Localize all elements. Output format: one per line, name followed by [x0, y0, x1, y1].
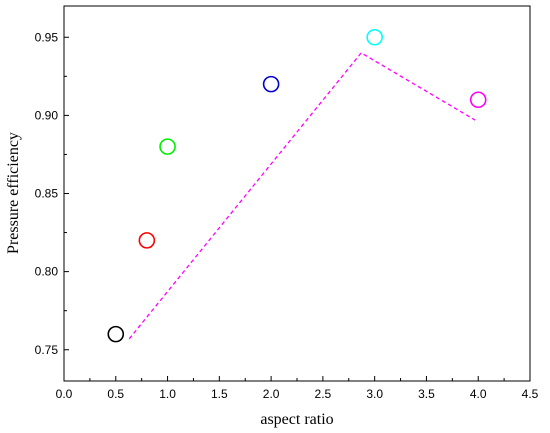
data-point: [262, 75, 280, 93]
y-tick-label: 0.90: [35, 108, 59, 122]
series-layer: [107, 28, 487, 343]
x-tick-label: 1.5: [211, 387, 228, 401]
plot-frame: [63, 5, 531, 382]
y-tick-label: 0.95: [35, 30, 59, 44]
data-point: [159, 138, 176, 155]
data-point: [138, 232, 156, 249]
y-axis-ticks: 0.75 0.80 0.85 0.90 0.95: [35, 30, 69, 357]
data-point: [469, 91, 487, 109]
data-point: [366, 28, 383, 46]
x-tick-label: 3.5: [418, 387, 435, 401]
x-tick-label: 4.5: [522, 387, 539, 401]
x-tick-label: 2.0: [263, 387, 280, 401]
y-tick-label: 0.75: [35, 343, 59, 357]
x-tick-label: 0.0: [56, 387, 73, 401]
x-tick-label: 4.0: [470, 387, 487, 401]
data-point: [107, 325, 125, 343]
x-tick-label: 0.5: [107, 387, 124, 401]
x-tick-label: 2.5: [315, 387, 332, 401]
x-tick-label: 1.0: [159, 387, 176, 401]
trend-dashed-line: [128, 52, 476, 340]
y-axis-title: Pressure efficiency: [5, 132, 22, 254]
x-axis-ticks: 0.0 0.5 1.0 1.5 2.0 2.5 3.0 3.5 4.0 4.5: [56, 376, 539, 401]
y-tick-label: 0.85: [35, 187, 59, 201]
x-tick-label: 3.0: [366, 387, 383, 401]
x-axis-title: aspect ratio: [260, 411, 333, 428]
y-tick-label: 0.80: [35, 265, 59, 279]
